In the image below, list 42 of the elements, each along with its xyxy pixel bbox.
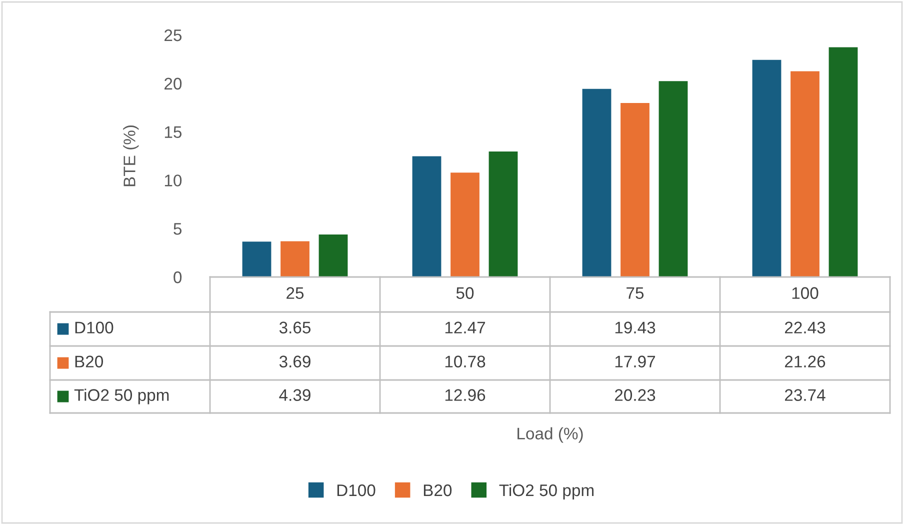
bar [242,242,272,277]
data-label: 12.47 [445,322,486,334]
legend-label: B20 [75,356,104,368]
y-axis-title: BTE (%) [123,126,139,186]
data-label: 3.69 [279,356,310,368]
data-label: 19.43 [615,322,656,334]
bar [412,156,442,277]
bar [620,103,650,277]
data-label: 4.39 [279,389,310,401]
data-label: 23.74 [784,389,826,401]
y-tick-label: 15 [164,126,182,138]
data-label: 20.23 [614,389,656,401]
bar [828,47,858,277]
data-label: 21.26 [784,356,826,368]
bar [582,88,612,277]
x-tick-label: 50 [456,287,474,299]
text: B20 [424,484,452,496]
bar [790,71,820,277]
bar [450,172,480,277]
text: Load (%) [518,427,583,443]
y-tick-label: 20 [164,78,182,90]
legend-label: TiO2 50 ppm [74,388,169,404]
bar [318,234,348,277]
text: TiO2 50 ppm [499,484,594,500]
data-label: 17.97 [615,356,656,368]
data-label: 3.65 [279,322,311,334]
bar [280,241,310,277]
x-tick-label: 75 [626,287,644,299]
legend-label: D100 [75,322,114,334]
y-tick-label: 25 [164,29,182,42]
bar [752,60,782,277]
y-tick-label: 5 [174,223,182,235]
x-tick-label: 100 [792,287,818,299]
bar [488,152,518,277]
y-tick-label: 10 [164,174,182,186]
text: D100 [337,484,376,496]
x-tick-label: 25 [286,287,304,299]
y-tick-label: 0 [174,271,182,284]
data-label: 10.78 [445,356,486,368]
data-label: 12.96 [445,389,486,401]
data-label: 22.43 [784,322,826,334]
bar [658,81,688,277]
